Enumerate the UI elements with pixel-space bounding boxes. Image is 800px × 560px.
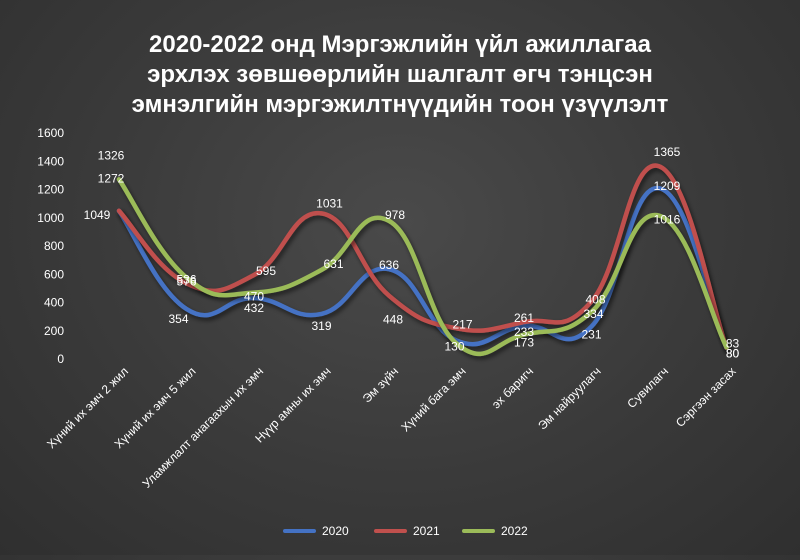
x-tick-label: Уламжлалт анагаахын их эмч	[140, 364, 267, 491]
x-tick-label: Нүүр амны их эмч	[252, 364, 333, 445]
data-label-2021: 595	[256, 264, 276, 278]
data-label-2021: 536	[176, 272, 196, 286]
data-label-2020: 80	[726, 347, 740, 361]
x-tick-label: Сэргээн засах	[673, 364, 739, 430]
data-label-2021: 448	[383, 313, 403, 327]
data-label-2020: 636	[379, 258, 399, 272]
y-tick-label: 1400	[37, 154, 64, 168]
data-label-2022: 1016	[654, 212, 681, 226]
data-label-2020: 1209	[654, 179, 681, 193]
y-axis: 0 200 400 600 800 1000 1200 1400 1600	[37, 126, 64, 366]
data-label-2022: 173	[514, 336, 534, 350]
y-tick-label: 0	[57, 352, 64, 366]
x-tick-label: Сувилагч	[624, 364, 671, 411]
data-label-2020: 231	[581, 327, 601, 341]
data-label-2022: 978	[385, 208, 405, 222]
data-label-2020: 432	[244, 301, 264, 315]
y-tick-label: 400	[44, 296, 64, 310]
series-line-2022	[116, 177, 729, 357]
data-label-2020: 1049	[84, 208, 111, 222]
chart-title: 2020-2022 онд Мэргэжлийн үйл ажиллагаа эр…	[132, 31, 669, 118]
data-label-2021: 80	[726, 347, 740, 361]
x-tick-label: Эм найруулагч	[535, 364, 603, 432]
data-label-2022: 631	[323, 257, 343, 271]
legend-label-2022: 2022	[501, 524, 528, 538]
data-label-2022: 576	[176, 275, 196, 289]
data-label-2022: 334	[583, 307, 603, 321]
y-tick-label: 1600	[37, 126, 64, 140]
data-label-2020: 354	[168, 312, 188, 326]
data-label-2020: 319	[311, 319, 331, 333]
data-label-2021: 217	[452, 317, 472, 331]
x-tick-label: эх баригч	[489, 364, 536, 411]
x-tick-label: Эм зүйч	[360, 364, 401, 405]
x-tick-label: Хүний бага эмч	[398, 364, 468, 434]
series-lines	[116, 163, 729, 357]
legend-label-2021: 2021	[413, 524, 440, 538]
data-label-2022: 470	[244, 290, 264, 304]
y-tick-label: 1200	[37, 183, 64, 197]
y-tick-label: 1000	[37, 211, 64, 225]
legend-label-2020: 2020	[322, 524, 349, 538]
data-label-2021: 408	[585, 292, 605, 306]
chart-title-line-1: 2020-2022 онд Мэргэжлийн үйл ажиллагаа	[149, 31, 652, 58]
chart-title-line-3: эмнэлгийн мэргэжилтнүүдийн тоон үзүүлэлт	[132, 91, 669, 118]
data-label-2022: 1272	[98, 171, 125, 185]
data-label-2022: 1326	[98, 149, 125, 163]
series-line-2020	[116, 185, 729, 350]
data-label-2020: 233	[514, 325, 534, 339]
y-tick-label: 600	[44, 267, 64, 281]
data-label-2020: 130	[444, 340, 464, 354]
data-label-2021: 261	[514, 311, 534, 325]
y-tick-label: 200	[44, 324, 64, 338]
chart-title-line-2: эрхлэх зөвшөөрлийн шалгалт өгч тэнцсэн	[147, 61, 653, 88]
data-label-2021: 1365	[654, 145, 681, 159]
series-line-2021	[116, 163, 729, 350]
data-label-2022: 83	[726, 336, 740, 350]
legend: 2020 2021 2022	[283, 524, 528, 538]
y-tick-label: 800	[44, 239, 64, 253]
data-label-2021: 1031	[316, 196, 343, 210]
